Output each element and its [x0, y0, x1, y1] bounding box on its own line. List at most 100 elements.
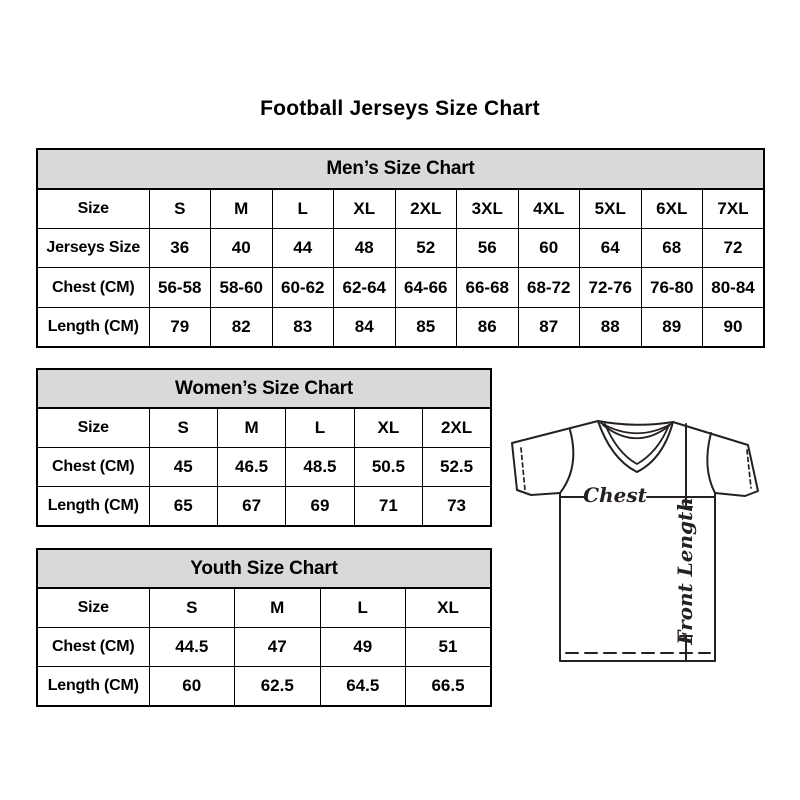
value-cell: 66.5: [405, 666, 492, 707]
value-cell: 2XL: [422, 407, 492, 449]
value-cell: 60: [517, 227, 580, 269]
row-label: Length (CM): [36, 486, 150, 527]
front-length-measure-line: [679, 423, 693, 662]
value-cell: 82: [210, 306, 273, 348]
page-title: Football Jerseys Size Chart: [260, 97, 540, 120]
value-cell: 84: [333, 306, 396, 348]
chest-label: Chest: [583, 483, 647, 507]
value-cell: 71: [353, 486, 424, 527]
jersey-body-outline: [559, 492, 716, 662]
value-cell: 3XL: [456, 188, 519, 229]
jersey-right-cuff-dashed-line: [746, 449, 752, 489]
row-label: Size: [36, 188, 150, 229]
front-length-label: Front Length: [673, 497, 697, 646]
value-cell: 86: [456, 306, 519, 348]
value-cell: L: [271, 188, 334, 229]
value-cell: 56-58: [148, 267, 211, 308]
value-cell: XL: [405, 587, 492, 629]
value-cell: M: [210, 188, 273, 229]
table-section-header-row: Youth Size Chart: [36, 548, 492, 590]
value-cell: 5XL: [579, 188, 642, 229]
value-cell: 64: [579, 227, 642, 269]
value-cell: 62.5: [234, 666, 321, 707]
value-cell: 44.5: [148, 626, 235, 668]
value-cell: 46.5: [216, 446, 287, 488]
value-cell: 64.5: [319, 666, 406, 707]
value-cell: XL: [353, 407, 424, 449]
table-row: Chest (CM) 45 46.5 48.5 50.5 52.5: [36, 446, 492, 488]
value-cell: 68: [640, 227, 703, 269]
value-cell: 45: [148, 446, 218, 488]
value-cell: 68-72: [517, 267, 580, 308]
value-cell: 44: [271, 227, 334, 269]
value-cell: M: [216, 407, 287, 449]
value-cell: 72: [702, 227, 765, 269]
mens-size-table: Men’s Size Chart Size S M L XL 2XL 3XL 4…: [36, 148, 765, 348]
jersey-left-cuff-dashed-line: [520, 447, 526, 491]
womens-table-title: Women’s Size Chart: [36, 368, 492, 410]
youth-table-title: Youth Size Chart: [36, 548, 492, 590]
value-cell: 2XL: [394, 188, 457, 229]
value-cell: L: [285, 407, 355, 449]
value-cell: 79: [148, 306, 211, 348]
row-label: Size: [36, 407, 150, 449]
row-label: Chest (CM): [36, 446, 150, 488]
jersey-measurement-diagram: Chest Front Length: [511, 420, 759, 662]
row-label: Length (CM): [36, 306, 150, 348]
jersey-collar-top-edge: [597, 420, 674, 426]
value-cell: 64-66: [394, 267, 457, 308]
value-cell: 60: [148, 666, 235, 707]
value-cell: 90: [702, 306, 765, 348]
value-cell: 6XL: [640, 188, 703, 229]
value-cell: 67: [216, 486, 287, 527]
jersey-left-sleeve: [511, 420, 599, 496]
table-row: Length (CM) 79 82 83 84 85 86 87 88 89 9…: [36, 306, 765, 348]
table-row: Size S M L XL 2XL: [36, 407, 492, 449]
womens-size-table: Women’s Size Chart Size S M L XL 2XL Che…: [36, 368, 492, 527]
value-cell: 48: [333, 227, 396, 269]
table-row: Chest (CM) 44.5 47 49 51: [36, 626, 492, 668]
value-cell: 60-62: [271, 267, 334, 308]
value-cell: XL: [333, 188, 396, 229]
table-row: Jerseys Size 36 40 44 48 52 56 60 64 68 …: [36, 227, 765, 269]
row-label: Chest (CM): [36, 626, 150, 668]
row-label: Size: [36, 587, 150, 629]
youth-size-table: Youth Size Chart Size S M L XL Chest (CM…: [36, 548, 492, 707]
value-cell: 87: [517, 306, 580, 348]
value-cell: 89: [640, 306, 703, 348]
value-cell: M: [234, 587, 321, 629]
value-cell: 49: [319, 626, 406, 668]
jersey-right-sleeve: [672, 421, 759, 497]
value-cell: 48.5: [285, 446, 355, 488]
value-cell: 69: [285, 486, 355, 527]
value-cell: 50.5: [353, 446, 424, 488]
row-label: Length (CM): [36, 666, 150, 707]
value-cell: 65: [148, 486, 218, 527]
value-cell: 83: [271, 306, 334, 348]
table-row: Chest (CM) 56-58 58-60 60-62 62-64 64-66…: [36, 267, 765, 308]
value-cell: 52: [394, 227, 457, 269]
mens-table-title: Men’s Size Chart: [36, 148, 765, 190]
row-label: Chest (CM): [36, 267, 150, 308]
table-row: Size S M L XL 2XL 3XL 4XL 5XL 6XL 7XL: [36, 188, 765, 229]
value-cell: 4XL: [517, 188, 580, 229]
value-cell: 73: [422, 486, 492, 527]
value-cell: 85: [394, 306, 457, 348]
value-cell: 62-64: [333, 267, 396, 308]
value-cell: 76-80: [640, 267, 703, 308]
jersey-right-sleeve-seam: [706, 432, 716, 494]
table-section-header-row: Women’s Size Chart: [36, 368, 492, 410]
jersey-collar-back-curve: [600, 422, 672, 435]
value-cell: 58-60: [210, 267, 273, 308]
jersey-vneck-outer: [597, 420, 674, 473]
value-cell: 51: [405, 626, 492, 668]
value-cell: 72-76: [579, 267, 642, 308]
value-cell: 36: [148, 227, 211, 269]
value-cell: 66-68: [456, 267, 519, 308]
table-section-header-row: Men’s Size Chart: [36, 148, 765, 190]
value-cell: 56: [456, 227, 519, 269]
value-cell: S: [148, 407, 218, 449]
row-label: Jerseys Size: [36, 227, 150, 269]
value-cell: S: [148, 188, 211, 229]
